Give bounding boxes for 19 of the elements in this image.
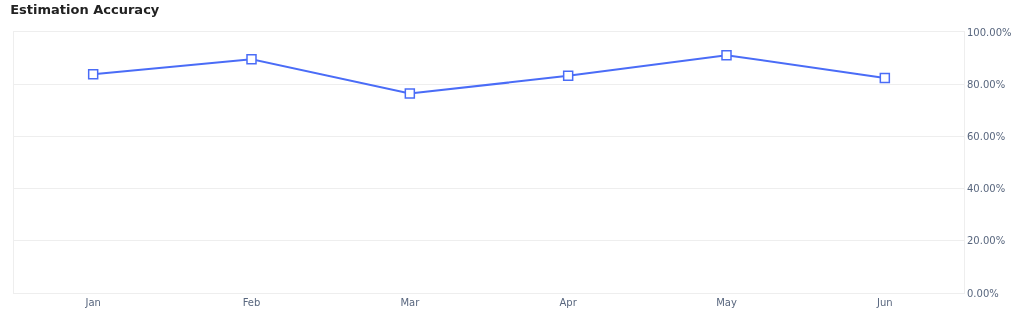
y-tick-label: 100.00% <box>967 26 1012 38</box>
point <box>246 53 257 65</box>
y-tick-label: 0.00% <box>967 287 999 299</box>
point <box>879 72 891 84</box>
chart-title: Estimation Accuracy <box>10 2 160 17</box>
y-tick-label: 80.00% <box>967 78 1006 90</box>
x-tick-label: Jun <box>876 297 893 308</box>
point <box>404 88 416 99</box>
x-tick-label: Feb <box>242 297 261 308</box>
point <box>87 69 99 80</box>
point <box>562 70 574 82</box>
x-tick-label: Apr <box>559 297 578 308</box>
x-tick-label: May <box>716 297 737 308</box>
y-tick-label: 60.00% <box>967 130 1006 142</box>
y-tick-label: 20.00% <box>967 235 1006 247</box>
point <box>721 49 732 61</box>
x-tick-label: Jan <box>84 297 101 308</box>
y-tick-label: 40.00% <box>967 183 1006 195</box>
x-tick-label: Mar <box>400 297 421 308</box>
